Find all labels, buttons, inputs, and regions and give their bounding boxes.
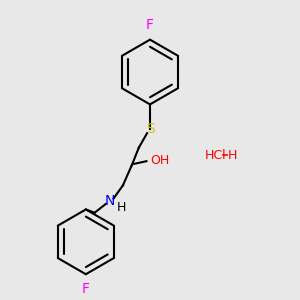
Text: H: H (117, 202, 126, 214)
Text: S: S (146, 122, 155, 136)
Text: OH: OH (150, 154, 169, 167)
Text: HCl: HCl (204, 148, 226, 161)
Text: H: H (228, 148, 237, 161)
Text: F: F (82, 282, 90, 296)
Text: F: F (146, 18, 154, 32)
Text: N: N (104, 194, 115, 208)
